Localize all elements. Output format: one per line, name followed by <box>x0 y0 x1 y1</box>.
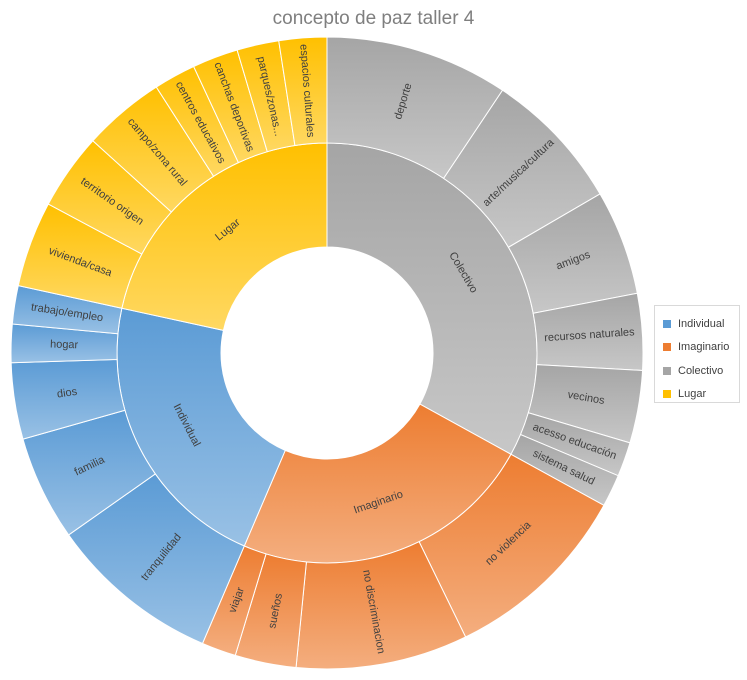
leaf-slice-espacios-culturales <box>278 36 328 147</box>
chart-title: concepto de paz taller 4 <box>272 8 475 29</box>
legend-swatch <box>663 390 671 399</box>
legend-label: Lugar <box>678 388 707 401</box>
legend-item: Imaginario <box>663 336 739 360</box>
legend-swatch <box>663 319 671 328</box>
legend-label: Individual <box>678 317 725 330</box>
leaf-label-dios: dios <box>56 386 78 401</box>
legend-item: Lugar <box>663 383 739 407</box>
legend-swatch <box>663 366 671 375</box>
legend-label: Imaginario <box>678 341 730 354</box>
legend-swatch <box>663 343 671 352</box>
legend-item: Individual <box>663 312 739 336</box>
legend: Individual Imaginario Colectivo Lugar <box>654 305 740 403</box>
leaf-label-hogar: hogar <box>50 339 79 352</box>
legend-item: Colectivo <box>663 359 739 383</box>
legend-label: Colectivo <box>678 364 724 377</box>
